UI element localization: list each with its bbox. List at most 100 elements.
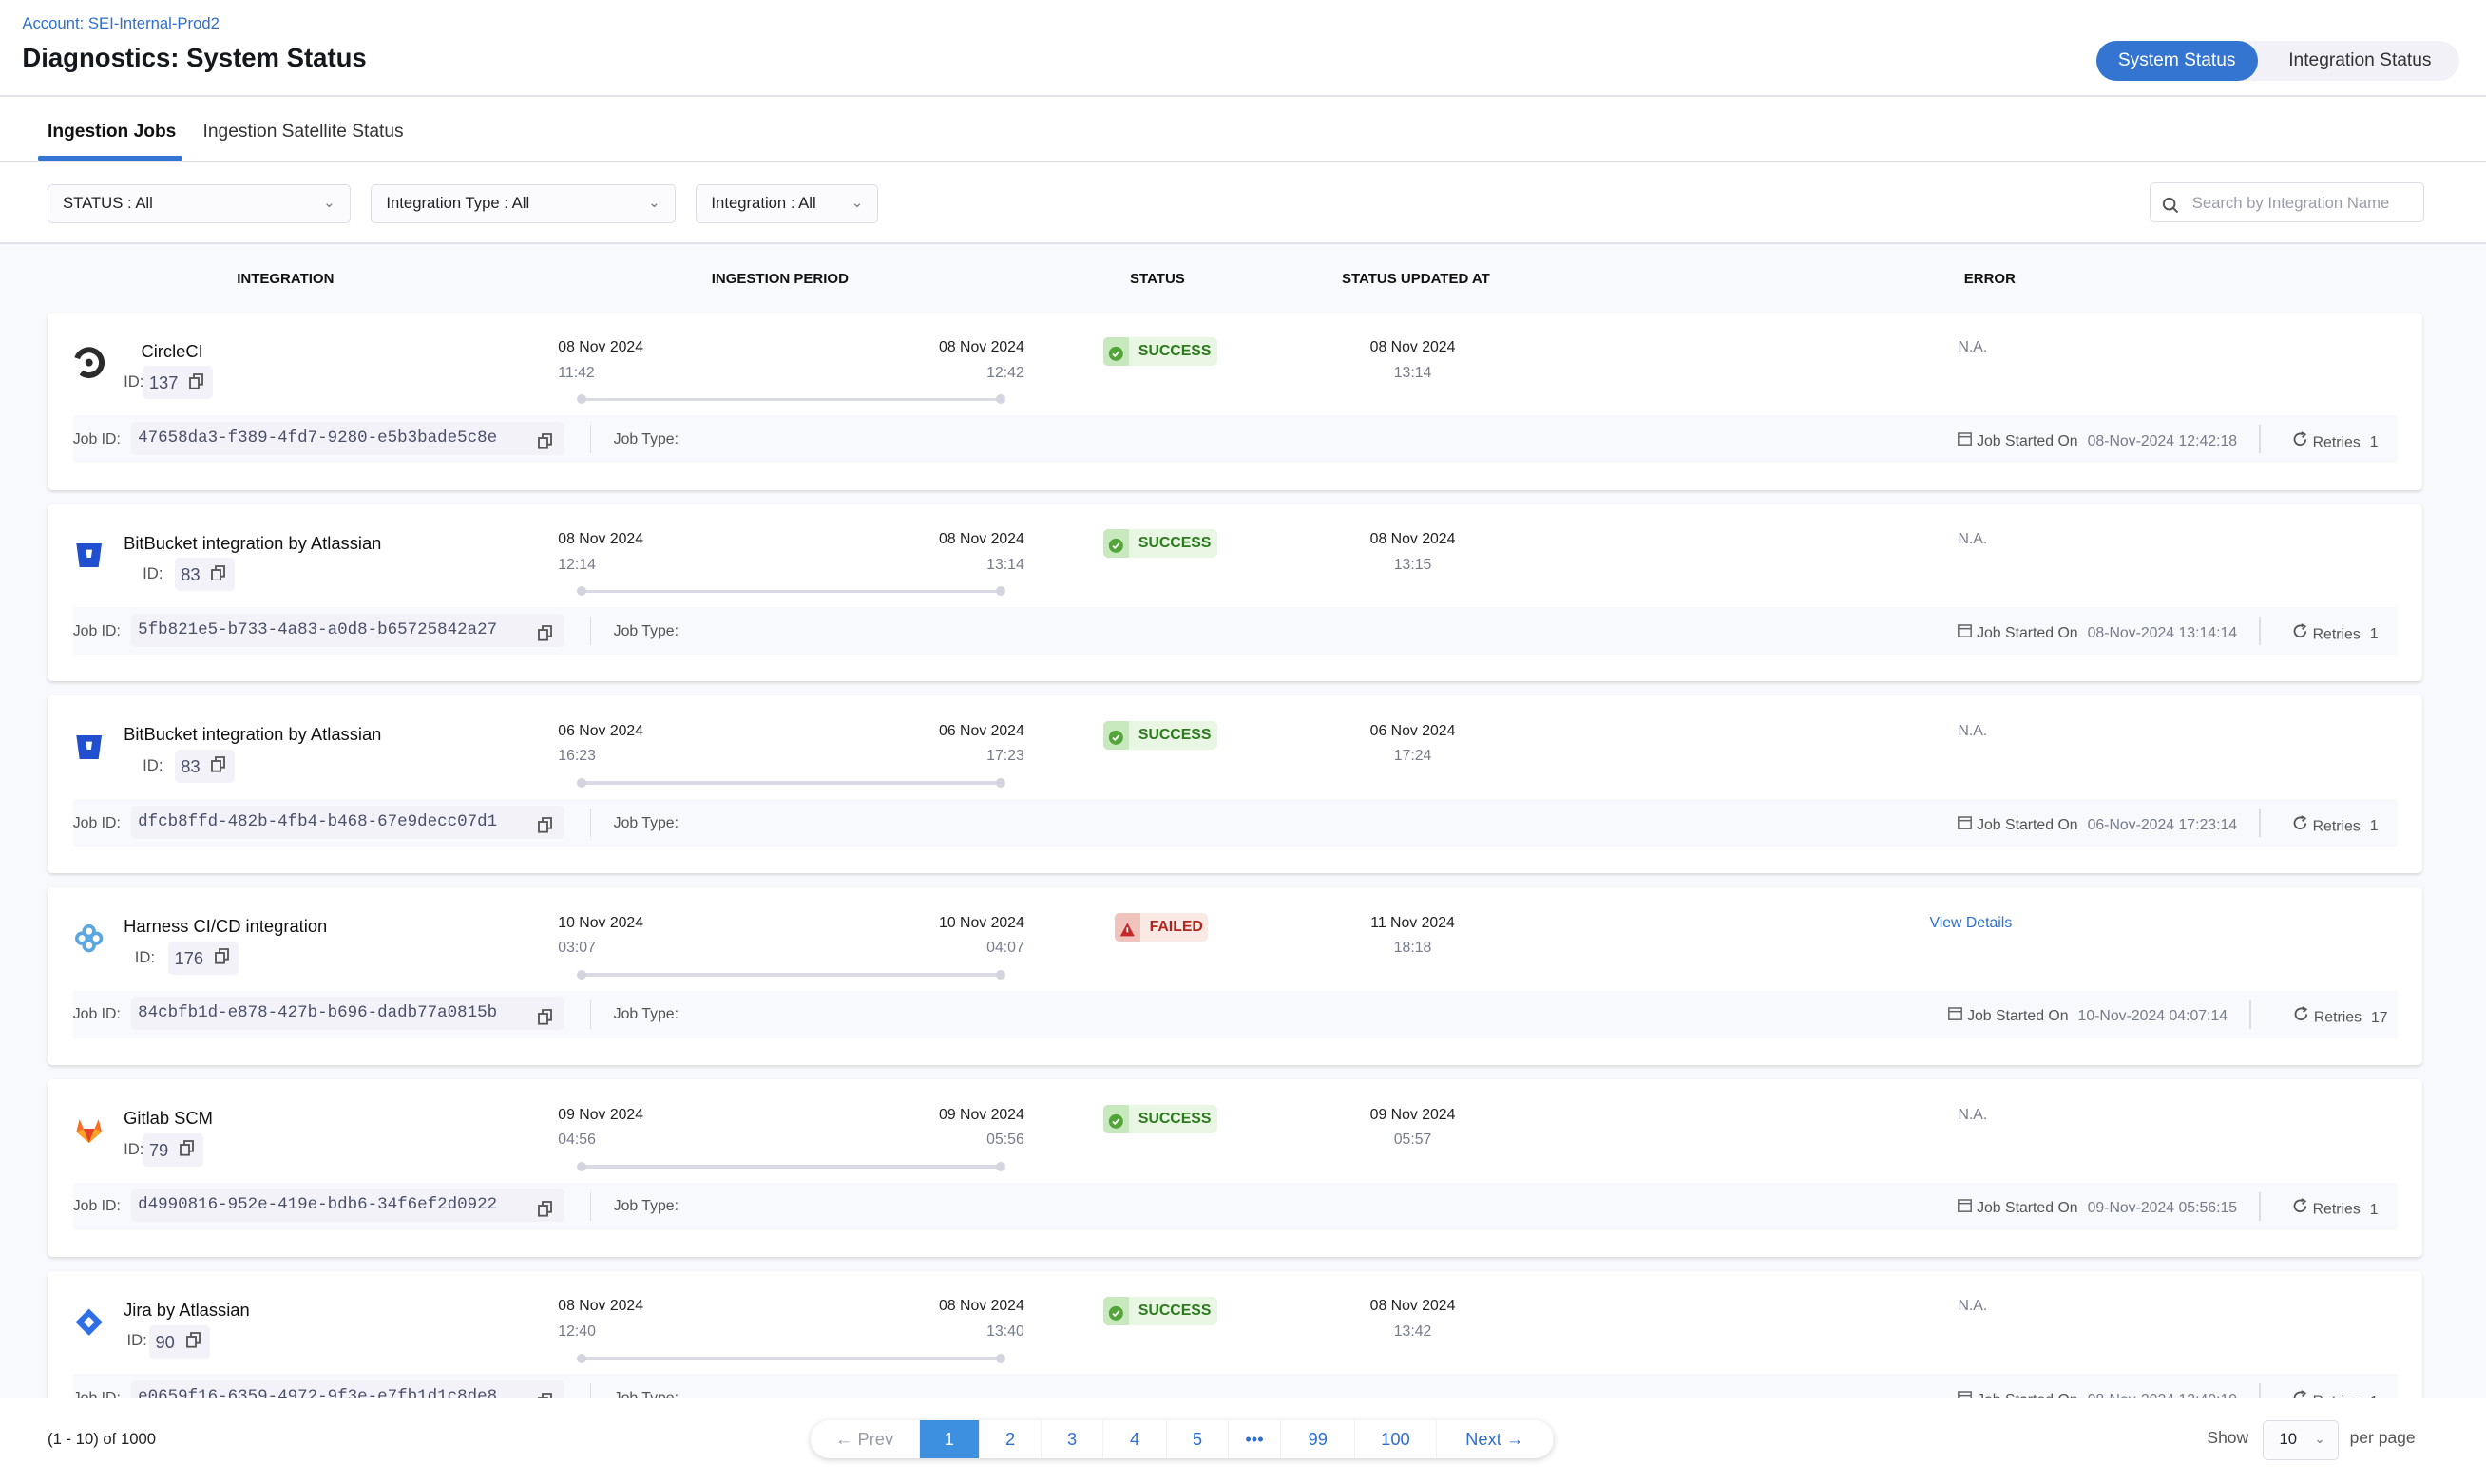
search-box xyxy=(2150,181,2424,222)
pagination: ← Prev 1 2 3 4 5 ••• 99 100 Next → xyxy=(810,1419,1554,1458)
period-start-time: 12:40 xyxy=(558,1323,596,1341)
column-header-error: ERROR xyxy=(1963,271,2016,288)
period-timeline xyxy=(577,1353,1005,1363)
page-button-99[interactable]: 99 xyxy=(1281,1419,1356,1458)
copy-icon[interactable] xyxy=(537,621,552,655)
job-started: Job Started On 09-Nov-2024 05:56:15 xyxy=(1958,1198,2237,1217)
retries-label: Retries xyxy=(2312,434,2361,451)
page-button-4[interactable]: 4 xyxy=(1103,1419,1167,1458)
integration-status-toggle[interactable]: Integration Status xyxy=(2288,50,2432,71)
retries-count: 1 xyxy=(2369,434,2379,451)
system-status-toggle[interactable]: System Status xyxy=(2095,41,2258,82)
id-label: ID: xyxy=(134,947,156,966)
copy-icon[interactable] xyxy=(185,1332,201,1352)
account-label: Account: SEI-Internal-Prod2 xyxy=(22,14,220,32)
search-input[interactable] xyxy=(2189,187,2418,219)
divider xyxy=(2259,808,2262,837)
status-updated-date: 06 Nov 2024 xyxy=(1369,722,1456,739)
retries-label: Retries xyxy=(2313,1010,2362,1027)
job-id: d4990816-952e-419e-bdb6-34f6ef2d0922 xyxy=(131,1189,564,1223)
copy-icon[interactable] xyxy=(537,1197,552,1230)
tab-ingestion-satellite-status[interactable]: Ingestion Satellite Status xyxy=(202,122,404,143)
copy-icon[interactable] xyxy=(537,1388,552,1398)
job-id: 47658da3-f389-4fd7-9280-e5b3bade5c8e xyxy=(131,421,564,455)
page-button-2[interactable]: 2 xyxy=(980,1419,1042,1458)
divider xyxy=(2249,999,2252,1029)
retries: Retries 1 xyxy=(2292,622,2379,644)
check-circle-icon xyxy=(1103,1296,1129,1325)
period-end-date: 06 Nov 2024 xyxy=(939,722,1024,739)
check-circle-icon xyxy=(1103,529,1129,559)
status-badge: SUCCESS xyxy=(1103,529,1218,559)
page-button-1[interactable]: 1 xyxy=(919,1419,981,1458)
search-icon xyxy=(2162,191,2179,220)
integration-id-value: 83 xyxy=(181,756,201,777)
id-label: ID: xyxy=(143,563,163,582)
retries-label: Retries xyxy=(2312,626,2361,643)
period-timeline xyxy=(577,970,1005,980)
copy-icon[interactable] xyxy=(211,564,226,584)
job-started-value: 09-Nov-2024 05:56:15 xyxy=(2087,1200,2238,1217)
page-button-3[interactable]: 3 xyxy=(1042,1419,1104,1458)
copy-icon[interactable] xyxy=(189,372,204,392)
period-start-date: 10 Nov 2024 xyxy=(558,914,644,931)
copy-icon[interactable] xyxy=(537,429,552,463)
job-id-label: Job ID: xyxy=(72,814,121,831)
period-start-time: 04:56 xyxy=(558,1132,596,1149)
integration-filter[interactable]: Integration : All ⌄ xyxy=(696,183,879,224)
job-type-label: Job Type: xyxy=(613,1006,679,1023)
page-button-100[interactable]: 100 xyxy=(1355,1419,1437,1458)
job-started-label: Job Started On xyxy=(1967,1008,2069,1025)
job-card: Harness CI/CD integration ID: 176 10 Nov 2… xyxy=(48,887,2423,1066)
status-updated-date: 11 Nov 2024 xyxy=(1370,914,1455,931)
integration-type-filter[interactable]: Integration Type : All ⌄ xyxy=(371,183,676,224)
tab-ingestion-jobs[interactable]: Ingestion Jobs xyxy=(48,122,177,143)
check-circle-icon xyxy=(1103,337,1129,367)
refresh-icon xyxy=(2293,1006,2309,1026)
divider xyxy=(589,1191,592,1221)
view-details-link[interactable]: View Details xyxy=(1929,914,2013,931)
status-filter-value: STATUS : All xyxy=(63,193,153,212)
job-id: 84cbfb1d-e878-427b-b696-dadb77a0815b xyxy=(131,997,564,1031)
status-text: SUCCESS xyxy=(1138,343,1212,360)
job-started: Job Started On 06-Nov-2024 17:23:14 xyxy=(1958,815,2237,834)
status-badge: FAILED xyxy=(1114,912,1209,942)
status-updated-date: 09 Nov 2024 xyxy=(1369,1106,1456,1123)
status-updated-date: 08 Nov 2024 xyxy=(1369,339,1456,356)
integration-name: CircleCI xyxy=(141,340,203,361)
page-button-5[interactable]: 5 xyxy=(1167,1419,1229,1458)
status-filter[interactable]: STATUS : All ⌄ xyxy=(48,183,351,224)
job-started-value: 06-Nov-2024 17:23:14 xyxy=(2087,816,2238,833)
integration-id-value: 176 xyxy=(174,948,204,968)
error-text: N.A. xyxy=(1958,1298,1988,1315)
period-start-date: 08 Nov 2024 xyxy=(558,1298,644,1315)
integration-id-value: 83 xyxy=(181,564,201,585)
copy-icon[interactable] xyxy=(211,756,226,776)
job-details-row: Job ID: 47658da3-f389-4fd7-9280-e5b3bade5… xyxy=(72,415,2398,464)
page-title: Diagnostics: System Status xyxy=(22,43,367,73)
retries: Retries 1 xyxy=(2292,430,2379,452)
chevron-down-icon: ⌄ xyxy=(851,194,864,211)
integration-name: BitBucket integration by Atlassian xyxy=(124,532,382,553)
period-start-time: 03:07 xyxy=(558,940,596,957)
period-start-date: 08 Nov 2024 xyxy=(558,339,644,356)
job-card: Jira by Atlassian ID: 90 08 Nov 2024 12:40 0… xyxy=(48,1271,2423,1398)
job-id-label: Job ID: xyxy=(72,622,121,639)
job-details-row: Job ID: d4990816-952e-419e-bdb6-34f6ef2d0… xyxy=(72,1182,2398,1230)
status-badge: SUCCESS xyxy=(1103,1296,1218,1325)
copy-icon[interactable] xyxy=(180,1140,194,1160)
prev-page-button[interactable]: ← Prev xyxy=(811,1419,920,1458)
job-type-label: Job Type: xyxy=(613,1198,679,1215)
copy-icon[interactable] xyxy=(537,813,552,847)
per-page-select[interactable]: 10 ⌄ xyxy=(2262,1419,2339,1460)
harness-icon xyxy=(73,923,105,954)
next-page-button[interactable]: Next → xyxy=(1437,1419,1554,1458)
copy-icon[interactable] xyxy=(214,948,229,968)
divider xyxy=(0,160,2486,162)
retries-label: Retries xyxy=(2312,1201,2361,1218)
divider xyxy=(0,95,2486,97)
calendar-icon xyxy=(1948,1007,1962,1024)
gitlab-icon xyxy=(73,1114,105,1146)
status-updated-date: 08 Nov 2024 xyxy=(1369,530,1456,547)
copy-icon[interactable] xyxy=(537,1005,552,1038)
